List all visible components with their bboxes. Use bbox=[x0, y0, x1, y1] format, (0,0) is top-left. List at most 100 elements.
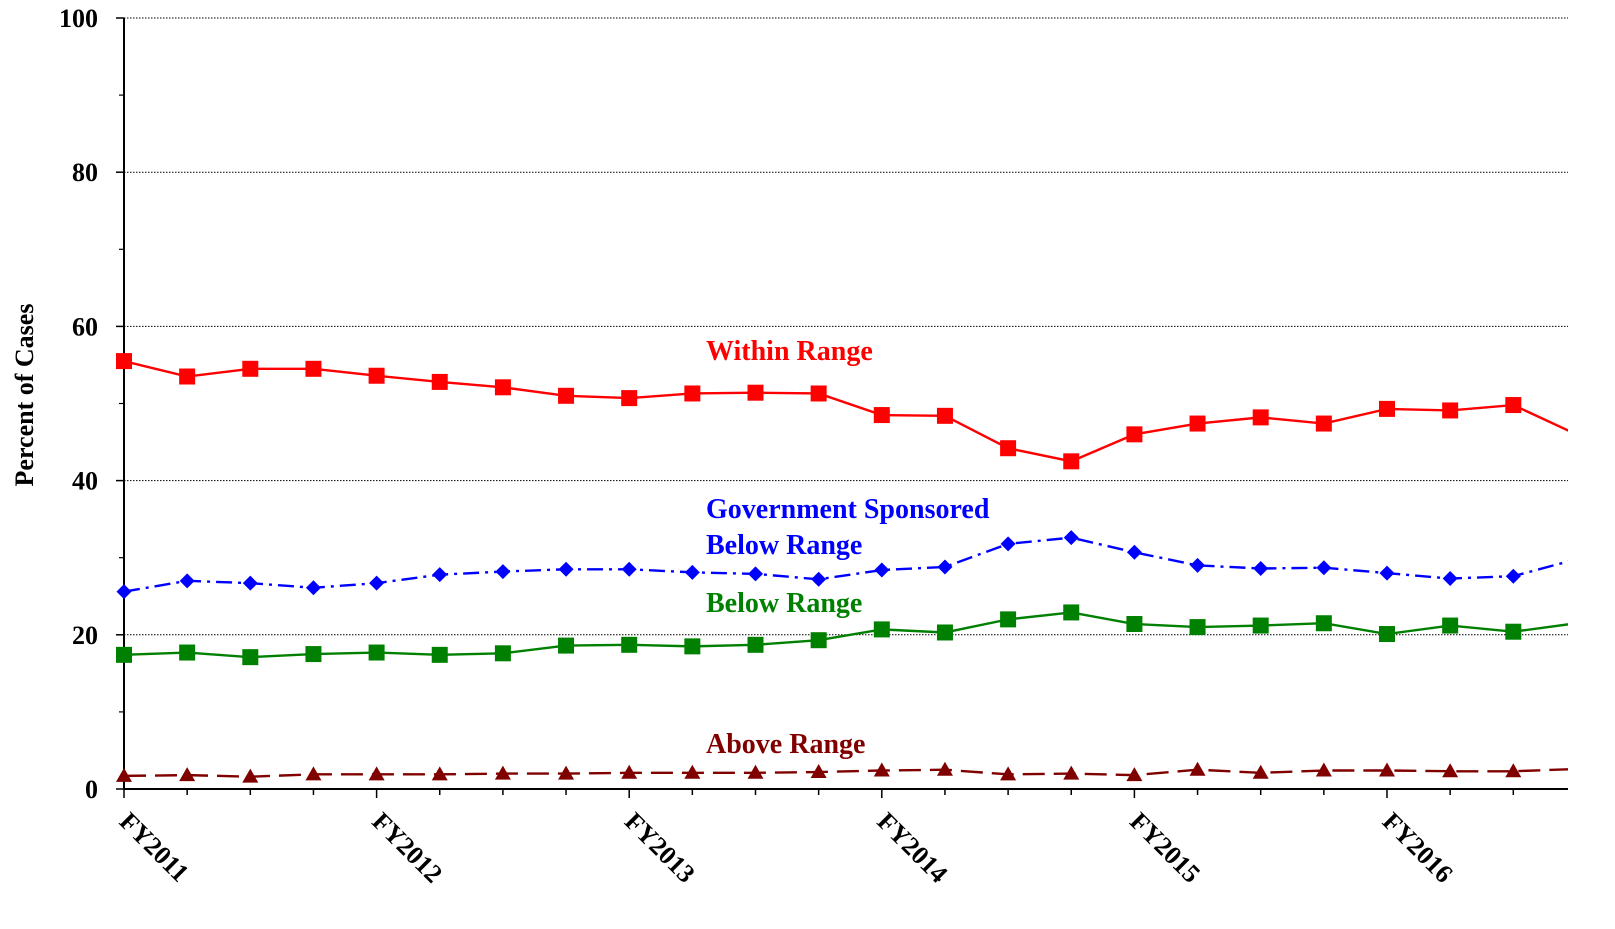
series-line bbox=[123, 536, 1568, 593]
x-tick-label: FY2013 bbox=[619, 807, 701, 889]
data-point bbox=[684, 385, 701, 402]
series-label-line: Below Range bbox=[706, 588, 862, 619]
data-point bbox=[432, 567, 448, 583]
x-tick-label: FY2012 bbox=[366, 807, 448, 889]
x-tick-label: FY2011 bbox=[114, 807, 195, 888]
x-tick-label: FY2014 bbox=[872, 807, 954, 889]
series bbox=[116, 353, 1584, 783]
data-point bbox=[179, 573, 195, 589]
data-point bbox=[1189, 619, 1206, 636]
data-point bbox=[1316, 560, 1332, 576]
data-point bbox=[1379, 762, 1395, 777]
data-point bbox=[684, 638, 701, 655]
data-point bbox=[242, 360, 259, 377]
data-point bbox=[494, 645, 511, 662]
data-point bbox=[1000, 536, 1016, 552]
data-point bbox=[1379, 565, 1395, 581]
y-tick-label: 40 bbox=[72, 467, 98, 496]
data-point bbox=[1379, 400, 1395, 417]
data-point bbox=[558, 387, 575, 404]
series-group bbox=[116, 761, 1584, 783]
data-point bbox=[1442, 617, 1459, 634]
data-point bbox=[116, 767, 132, 782]
data-point bbox=[431, 373, 448, 390]
data-point bbox=[242, 649, 259, 666]
data-point bbox=[1000, 440, 1017, 457]
data-point bbox=[1315, 415, 1332, 432]
y-tick-label: 80 bbox=[72, 158, 98, 187]
series-label-line: Within Range bbox=[706, 336, 873, 367]
data-point bbox=[1063, 530, 1079, 546]
series-line bbox=[123, 611, 1568, 659]
series-label: Government Sponsored Below Range bbox=[706, 494, 990, 561]
series-label: Above Range bbox=[706, 729, 865, 760]
data-point bbox=[810, 385, 827, 402]
data-point bbox=[1505, 397, 1522, 414]
data-point bbox=[242, 575, 258, 591]
data-point bbox=[242, 768, 259, 783]
y-tick-label: 20 bbox=[72, 621, 98, 650]
data-point bbox=[1189, 415, 1206, 432]
series-group bbox=[116, 353, 1568, 470]
data-point bbox=[747, 636, 764, 653]
data-point bbox=[179, 644, 196, 661]
data-point bbox=[558, 561, 574, 577]
data-point bbox=[1505, 623, 1522, 640]
data-point bbox=[1063, 765, 1080, 780]
data-point bbox=[747, 384, 764, 401]
data-point bbox=[1252, 409, 1269, 426]
data-point bbox=[1000, 766, 1017, 781]
data-point bbox=[1568, 761, 1584, 775]
data-point bbox=[179, 767, 196, 782]
data-point bbox=[1379, 626, 1395, 643]
data-point bbox=[1252, 764, 1269, 779]
data-point bbox=[1568, 615, 1584, 631]
data-point bbox=[936, 761, 953, 776]
data-point bbox=[431, 646, 448, 663]
data-point bbox=[1126, 426, 1143, 443]
data-point bbox=[1442, 402, 1459, 419]
series-label-line: Above Range bbox=[706, 729, 865, 760]
data-point bbox=[1126, 616, 1143, 633]
data-point bbox=[748, 566, 763, 582]
data-point bbox=[494, 765, 511, 780]
data-point bbox=[810, 764, 827, 779]
y-tick-label: 60 bbox=[72, 312, 98, 341]
data-point bbox=[305, 766, 322, 781]
data-point bbox=[305, 646, 322, 663]
data-point bbox=[1505, 763, 1522, 778]
data-point bbox=[368, 766, 385, 781]
data-point bbox=[368, 367, 385, 384]
series-label-line: Below Range bbox=[706, 530, 862, 561]
data-point bbox=[1063, 453, 1080, 470]
data-point bbox=[621, 390, 638, 407]
data-point bbox=[684, 564, 700, 580]
data-point bbox=[811, 571, 827, 587]
data-point bbox=[558, 765, 575, 780]
data-point bbox=[1252, 617, 1269, 634]
y-axis-title: Percent of Cases bbox=[10, 304, 39, 487]
data-point bbox=[494, 379, 511, 396]
data-point bbox=[621, 636, 638, 653]
data-point bbox=[1442, 763, 1459, 778]
series-line bbox=[123, 768, 1568, 778]
y-tick-label: 100 bbox=[59, 4, 98, 33]
data-point bbox=[1315, 762, 1332, 777]
data-point bbox=[874, 562, 890, 578]
data-point bbox=[873, 621, 890, 638]
data-point bbox=[305, 580, 321, 596]
series-label-line: Government Sponsored bbox=[706, 494, 990, 525]
data-point bbox=[747, 764, 764, 779]
data-point bbox=[684, 764, 701, 779]
data-point bbox=[873, 407, 890, 424]
y-tick-label: 0 bbox=[85, 775, 98, 804]
series-label: Below Range bbox=[706, 588, 862, 619]
series-label: Within Range bbox=[706, 336, 873, 367]
data-point bbox=[873, 762, 890, 777]
data-point bbox=[1569, 552, 1584, 567]
data-point bbox=[1126, 767, 1143, 782]
data-point bbox=[1063, 604, 1080, 621]
data-point bbox=[1253, 560, 1269, 576]
data-point bbox=[1000, 611, 1017, 628]
